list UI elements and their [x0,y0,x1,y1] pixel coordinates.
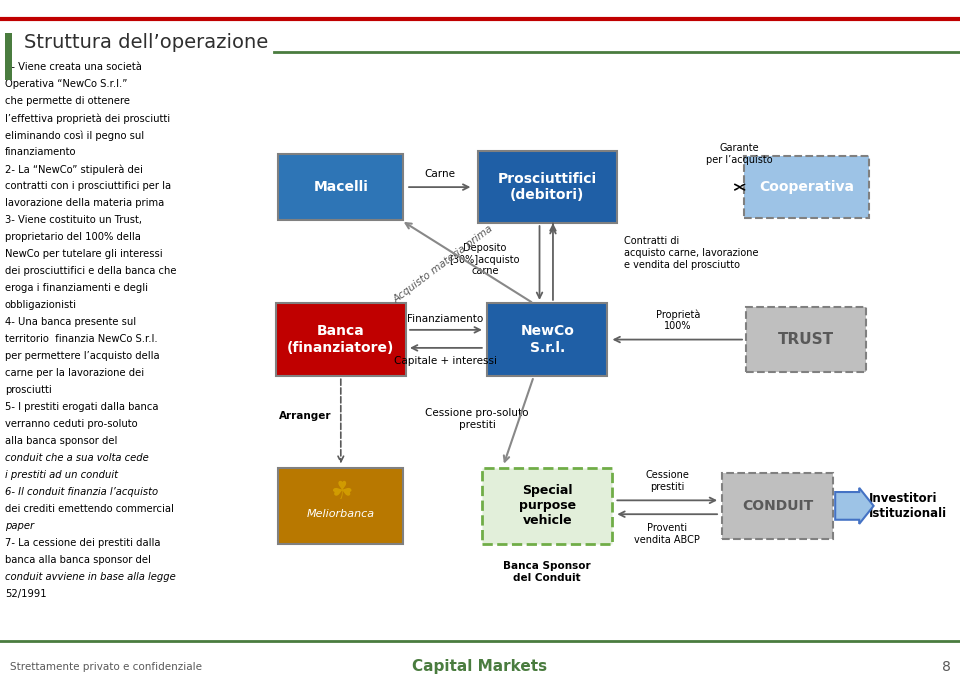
FancyBboxPatch shape [477,150,616,223]
Text: Capitale + interessi: Capitale + interessi [394,356,497,365]
Text: 2- La “NewCo” stipulerà dei: 2- La “NewCo” stipulerà dei [5,164,143,175]
FancyBboxPatch shape [744,156,869,218]
Text: Meliorbanca: Meliorbanca [307,509,374,519]
Text: NewCo per tutelare gli interessi: NewCo per tutelare gli interessi [5,249,162,259]
Text: Prosciuttifici
(debitori): Prosciuttifici (debitori) [497,172,597,202]
Text: Proventi
vendita ABCP: Proventi vendita ABCP [635,523,700,545]
Text: CONDUIT: CONDUIT [742,499,813,513]
Text: proprietario del 100% della: proprietario del 100% della [5,232,141,242]
Text: 8: 8 [942,660,950,674]
Text: Operativa “NewCo S.r.l.”: Operativa “NewCo S.r.l.” [5,79,127,89]
FancyBboxPatch shape [278,468,403,544]
FancyArrow shape [835,488,874,524]
Text: Cessione pro-soluto
prestiti: Cessione pro-soluto prestiti [425,408,529,430]
Text: dei prosciuttifici e della banca che: dei prosciuttifici e della banca che [5,266,177,276]
Text: Struttura dell’operazione: Struttura dell’operazione [24,33,268,51]
FancyBboxPatch shape [278,155,403,220]
Text: territorio  finanzia NewCo S.r.l.: territorio finanzia NewCo S.r.l. [5,334,157,344]
Text: TRUST: TRUST [779,332,834,347]
Text: Cessione
prestiti: Cessione prestiti [645,471,689,492]
Text: dei crediti emettendo commercial: dei crediti emettendo commercial [5,504,174,514]
Text: verranno ceduti pro-soluto: verranno ceduti pro-soluto [5,419,137,429]
Text: ☘: ☘ [329,480,352,504]
Text: eliminando così il pegno sul: eliminando così il pegno sul [5,130,144,141]
Text: conduit che a sua volta cede: conduit che a sua volta cede [5,453,149,463]
Text: 7- La cessione dei prestiti dalla: 7- La cessione dei prestiti dalla [5,538,160,547]
Text: Special
purpose
vehicle: Special purpose vehicle [518,484,576,527]
Text: conduit avviene in base alla legge: conduit avviene in base alla legge [5,572,176,581]
Bar [5,33,12,80]
Text: Arranger: Arranger [279,411,331,421]
Text: 4- Una banca presente sul: 4- Una banca presente sul [5,317,136,327]
Text: Macelli: Macelli [313,180,369,194]
Text: carne per la lavorazione dei: carne per la lavorazione dei [5,368,144,378]
Text: Finanziamento: Finanziamento [407,315,484,324]
Text: 5- I prestiti erogati dalla banca: 5- I prestiti erogati dalla banca [5,402,158,412]
FancyBboxPatch shape [487,304,607,376]
FancyBboxPatch shape [723,473,833,539]
FancyBboxPatch shape [747,306,866,373]
Text: 3- Viene costituito un Trust,: 3- Viene costituito un Trust, [5,215,142,225]
Text: Banca
(finanziatore): Banca (finanziatore) [287,324,395,355]
Text: eroga i finanziamenti e degli: eroga i finanziamenti e degli [5,283,148,293]
Text: 6- Il conduit finanzia l’acquisto: 6- Il conduit finanzia l’acquisto [5,486,158,497]
Text: Strettamente privato e confidenziale: Strettamente privato e confidenziale [10,662,202,672]
Text: Carne: Carne [424,170,455,179]
Text: obbligazionisti: obbligazionisti [5,300,77,310]
Text: i prestiti ad un conduit: i prestiti ad un conduit [5,470,118,480]
Text: Capital Markets: Capital Markets [413,659,547,674]
Text: lavorazione della materia prima: lavorazione della materia prima [5,198,164,208]
Text: l’effettiva proprietà dei prosciutti: l’effettiva proprietà dei prosciutti [5,113,170,124]
Text: Contratti di
acquisto carne, lavorazione
e vendita del prosciutto: Contratti di acquisto carne, lavorazione… [624,236,758,270]
Text: alla banca sponsor del: alla banca sponsor del [5,436,117,446]
Text: 1- Viene creata una società: 1- Viene creata una società [5,62,142,72]
Text: Cooperativa: Cooperativa [759,180,853,194]
Text: per permettere l’acquisto della: per permettere l’acquisto della [5,351,159,361]
Text: prosciutti: prosciutti [5,385,52,395]
FancyBboxPatch shape [276,304,405,376]
Text: contratti con i prosciuttifici per la: contratti con i prosciuttifici per la [5,181,171,191]
Text: Banca Sponsor
del Conduit: Banca Sponsor del Conduit [503,561,591,583]
Text: finanziamento: finanziamento [5,147,76,157]
Text: NewCo
S.r.l.: NewCo S.r.l. [520,324,574,355]
Text: banca alla banca sponsor del: banca alla banca sponsor del [5,554,151,565]
FancyBboxPatch shape [482,468,612,544]
Text: che permette di ottenere: che permette di ottenere [5,96,130,106]
Text: paper: paper [5,521,34,531]
Text: Proprietà
100%: Proprietà 100% [656,309,700,331]
Text: Garante
per l’acquisto: Garante per l’acquisto [706,143,773,165]
Text: Acquisto materia prima: Acquisto materia prima [392,224,495,306]
Text: Investitori
Istituzionali: Investitori Istituzionali [869,492,947,520]
Text: 52/1991: 52/1991 [5,589,46,599]
Text: Deposito
[30%]acquisto
carne: Deposito [30%]acquisto carne [449,243,520,277]
